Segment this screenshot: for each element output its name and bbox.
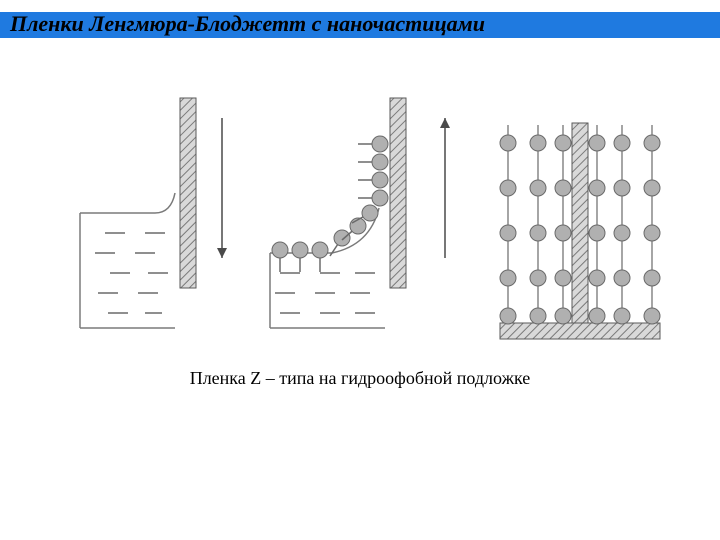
caption: Пленка Z – типа на гидроофобной подложке <box>0 368 720 389</box>
diagram-stage <box>0 48 720 368</box>
title-banner: Пленки Ленгмюра-Блоджетт с наночастицами <box>0 0 720 48</box>
banner-title: Пленки Ленгмюра-Блоджетт с наночастицами <box>10 11 485 37</box>
diagram-svg <box>0 48 720 368</box>
